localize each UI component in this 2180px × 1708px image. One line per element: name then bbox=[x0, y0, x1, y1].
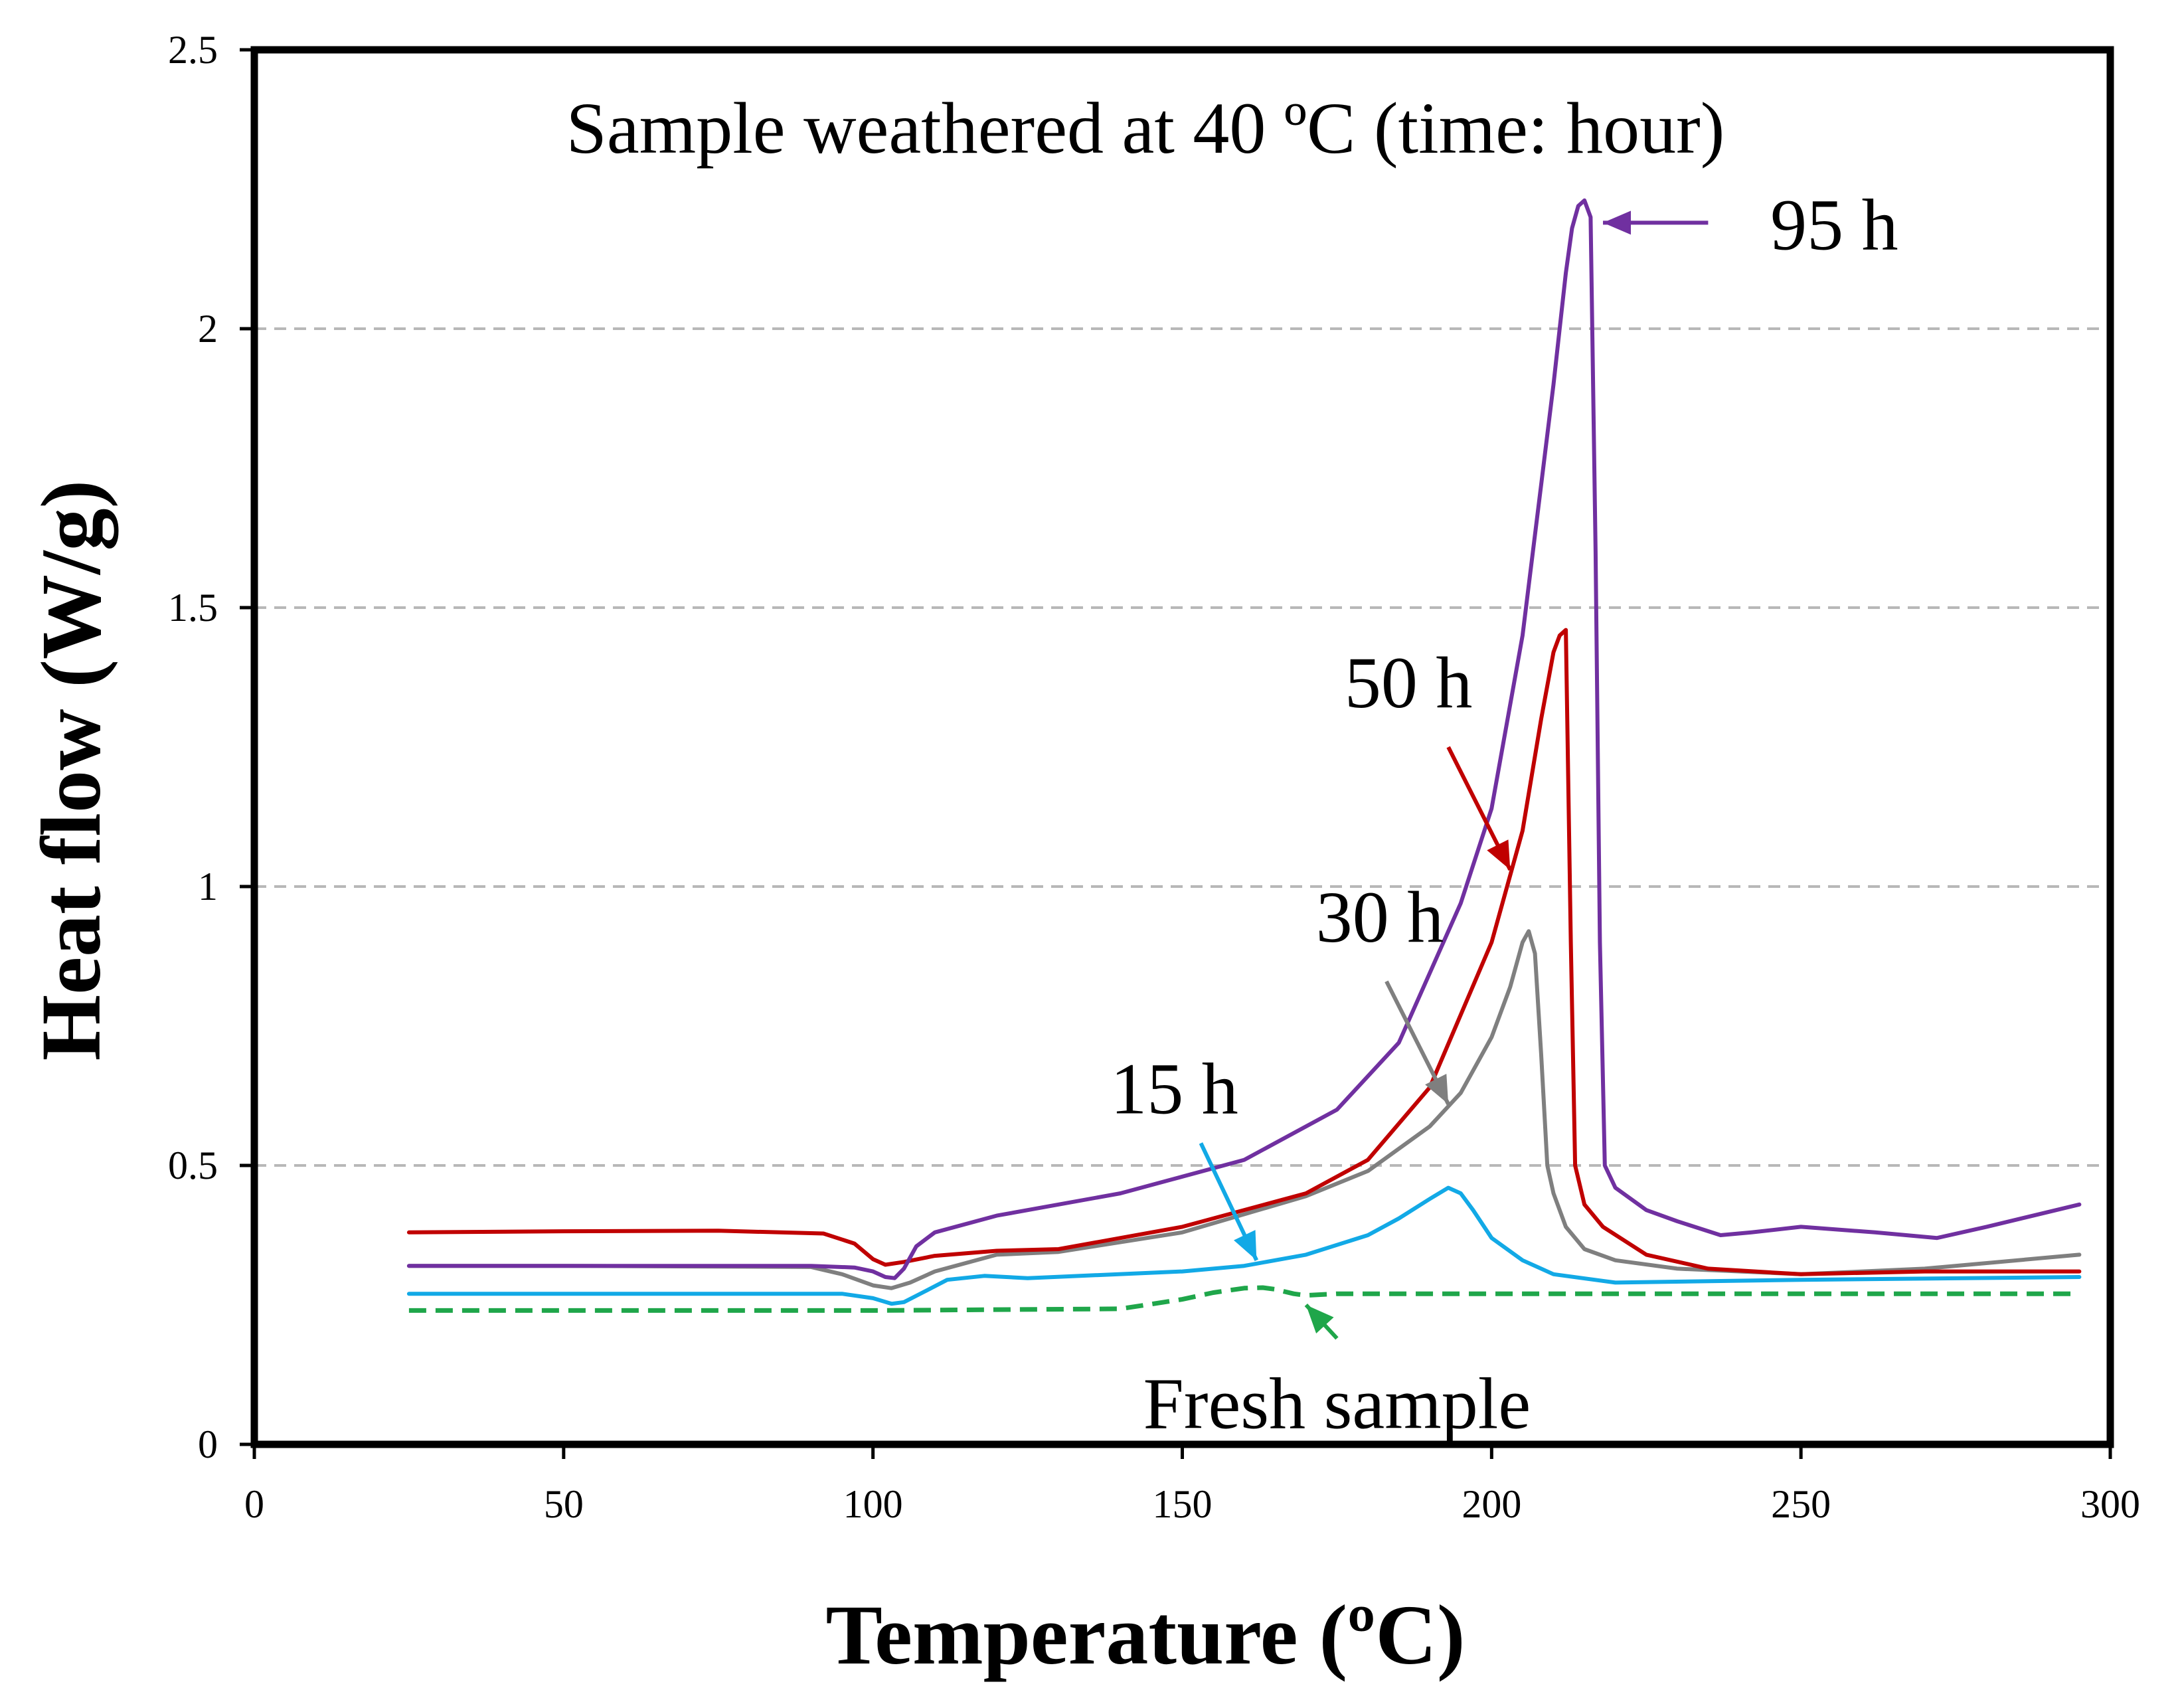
annotation-arrowhead-15-h bbox=[1234, 1230, 1257, 1260]
annotation-arrowhead-30-h bbox=[1425, 1073, 1449, 1104]
series-line-95-h bbox=[406, 198, 2082, 1280]
y-axis-ticks: 0 0.5 1 1.5 2 2.5 bbox=[168, 28, 254, 1466]
x-axis-title: Temperature (ºC) bbox=[826, 1588, 1466, 1682]
x-tick-label: 300 bbox=[2080, 1482, 2140, 1526]
series-label-fresh-sample: Fresh sample bbox=[1143, 1363, 1531, 1444]
annotation-arrowhead-95-h bbox=[1603, 211, 1632, 235]
series-line-30-h bbox=[406, 929, 2082, 1290]
series-line-50-h bbox=[406, 628, 2082, 1276]
series-label-30-h: 30 h bbox=[1316, 877, 1444, 958]
series-label-15-h: 15 h bbox=[1110, 1048, 1238, 1129]
gridlines bbox=[254, 327, 2110, 1167]
y-tick-label: 2.5 bbox=[168, 28, 218, 72]
series-label-50-h: 50 h bbox=[1345, 642, 1473, 723]
x-axis-ticks: 0 50 100 150 200 250 300 bbox=[244, 1444, 2140, 1526]
y-tick-label: 2 bbox=[198, 307, 218, 351]
y-tick-label: 1 bbox=[198, 865, 218, 908]
x-tick-label: 0 bbox=[244, 1482, 264, 1526]
x-tick-label: 100 bbox=[843, 1482, 903, 1526]
x-tick-label: 250 bbox=[1771, 1482, 1831, 1526]
series-line-fresh-sample bbox=[408, 1285, 2080, 1313]
annotation-arrowhead-50-h bbox=[1487, 839, 1511, 870]
series-label-95-h: 95 h bbox=[1770, 184, 1898, 265]
y-tick-label: 0 bbox=[198, 1422, 218, 1466]
x-tick-label: 150 bbox=[1153, 1482, 1213, 1526]
series-annotations: 95 h 50 h 30 h 15 h Fresh sample bbox=[1110, 184, 1898, 1444]
series-lines bbox=[406, 198, 2082, 1313]
x-tick-label: 200 bbox=[1462, 1482, 1521, 1526]
chart-title: Sample weathered at 40 ºC (time: hour) bbox=[566, 88, 1725, 169]
y-axis-title: Heat flow (W/g) bbox=[24, 480, 118, 1061]
y-tick-label: 1.5 bbox=[168, 586, 218, 630]
x-tick-label: 50 bbox=[544, 1482, 584, 1526]
y-tick-label: 0.5 bbox=[168, 1144, 218, 1187]
series-line-15-h bbox=[406, 1185, 2082, 1306]
annotation-arrowhead-fresh-sample bbox=[1305, 1305, 1334, 1334]
